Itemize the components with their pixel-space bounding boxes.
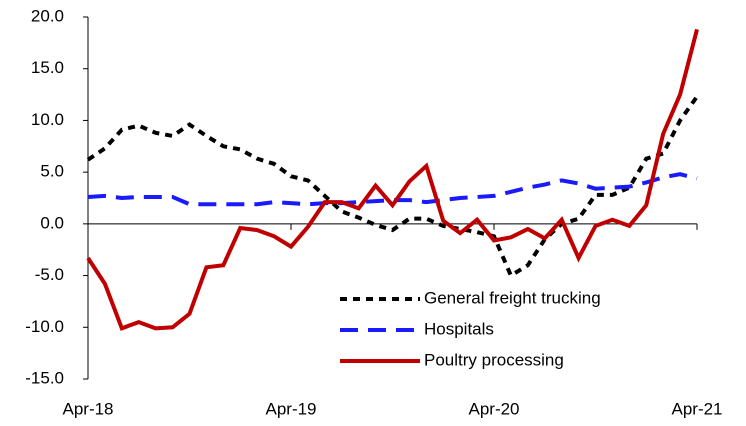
x-tick-label: Apr-20 <box>468 399 519 418</box>
y-tick-label: 20.0 <box>31 6 64 25</box>
y-tick-label: 15.0 <box>31 58 64 77</box>
series-line <box>86 95 699 279</box>
x-tick-label: Apr-21 <box>671 399 722 418</box>
y-tick-label: -15.0 <box>25 368 64 387</box>
y-tick-label: -5.0 <box>35 265 64 284</box>
legend-label: Hospitals <box>424 319 494 338</box>
y-tick-label: 10.0 <box>31 110 64 129</box>
x-tick-label: Apr-19 <box>265 399 316 418</box>
series-line <box>86 28 699 331</box>
y-tick-label: 0.0 <box>40 213 64 232</box>
x-tick-label: Apr-18 <box>62 399 113 418</box>
legend-label: Poultry processing <box>424 350 564 369</box>
y-tick-label: -10.0 <box>25 317 64 336</box>
y-tick-label: 5.0 <box>40 162 64 181</box>
series-line <box>87 172 698 207</box>
legend-label: General freight trucking <box>424 288 601 307</box>
